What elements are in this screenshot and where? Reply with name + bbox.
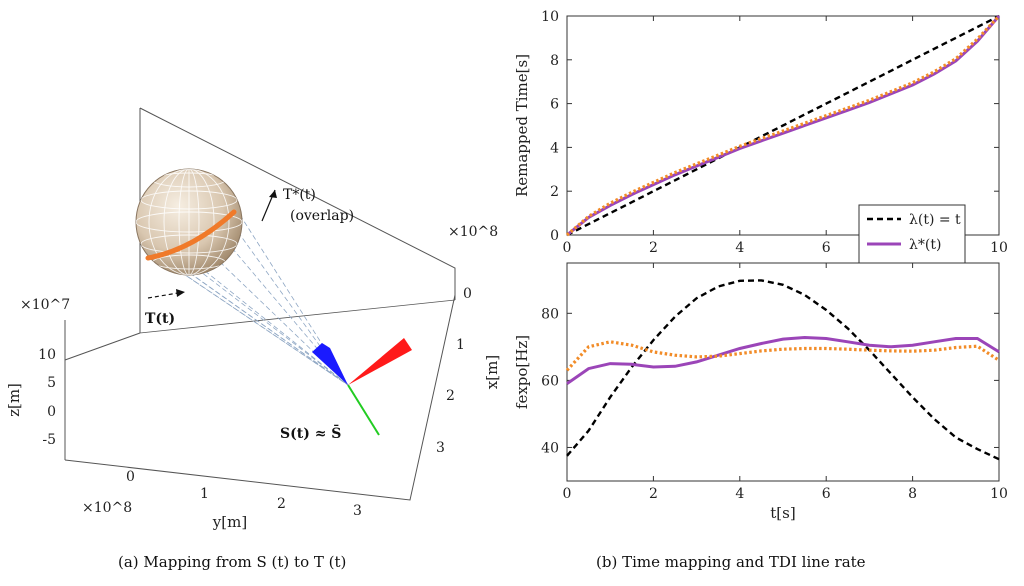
y-tick-label: 6 xyxy=(550,97,559,113)
x-tick-label: 2 xyxy=(649,486,658,502)
z-axis-label: z[m] xyxy=(5,383,23,417)
x-tick: 1 xyxy=(456,337,465,353)
x-axis-label: t[s] xyxy=(770,504,795,522)
chart-remapped-time: 02468100246810Remapped Time[s]λ(t) = tλ*… xyxy=(513,9,1008,284)
y-tick-label: 0 xyxy=(550,228,559,244)
y-axis-label: Remapped Time[s] xyxy=(513,54,531,197)
z-tick: 0 xyxy=(47,404,56,420)
y-tick: 2 xyxy=(277,496,286,512)
caption-left: (a) Mapping from S (t) to T (t) xyxy=(118,553,347,571)
x-exponent: ×10^8 xyxy=(448,224,498,240)
z-tick: -5 xyxy=(42,432,56,448)
annotation-t-star: T*(t) (overlap) xyxy=(261,187,354,224)
z-tick: 10 xyxy=(38,347,56,363)
y-tick-label: 40 xyxy=(541,440,559,456)
scene-3d: T*(t) (overlap) T(t) S(t) ≈ S̄ ×10^7 10 … xyxy=(5,107,501,531)
caption-right: (b) Time mapping and TDI line rate xyxy=(596,553,866,571)
y-tick-label: 60 xyxy=(541,373,559,389)
series-line-2 xyxy=(566,15,1001,237)
x-tick-label: 0 xyxy=(563,486,572,502)
s-label: S(t) ≈ S̄ xyxy=(280,423,341,442)
chart-line-rate: 0 2 4 6 8 10 40 60 80 fexpo[Hz] t[s] xyxy=(513,262,1008,522)
legend-label: λ*(t) xyxy=(909,237,941,253)
x-tick-label: 6 xyxy=(822,486,831,502)
x-tick-label: 0 xyxy=(563,240,572,256)
series-line-3 xyxy=(565,14,1001,237)
y-tick: 3 xyxy=(353,503,362,519)
orange-track xyxy=(145,209,237,261)
y-tick-label: 2 xyxy=(550,184,559,200)
blue-cone xyxy=(312,343,348,385)
x-tick: 2 xyxy=(446,388,455,404)
x-axis-label: x[m] xyxy=(483,355,501,389)
z-axis: ×10^7 10 5 0 -5 z[m] xyxy=(5,297,70,448)
x-tick-label: 4 xyxy=(735,486,744,502)
series-line-1 xyxy=(566,14,1000,237)
x-tick-label: 8 xyxy=(908,486,917,502)
series-line-1 xyxy=(566,279,1000,461)
x-tick-label: 10 xyxy=(990,240,1008,256)
y-tick-label: 8 xyxy=(550,53,559,69)
t-star-label: T*(t) xyxy=(283,187,316,203)
x-tick-label: 10 xyxy=(990,486,1008,502)
target-sphere xyxy=(135,168,243,276)
sensor-at-s xyxy=(312,338,412,436)
x-tick: 0 xyxy=(463,286,472,302)
x-tick-label: 6 xyxy=(822,240,831,256)
t-label: T(t) xyxy=(145,311,175,327)
y-tick: 0 xyxy=(126,469,135,485)
y-exponent: ×10^8 xyxy=(82,500,132,516)
series-line-2 xyxy=(566,335,1000,385)
annotation-t: T(t) xyxy=(145,289,185,327)
x-tick: 3 xyxy=(436,440,445,456)
z-exponent: ×10^7 xyxy=(20,297,70,313)
y-axis-3d: 0 1 2 3 ×10^8 y[m] xyxy=(82,469,362,531)
legend-label: λ(t) = t xyxy=(909,212,961,228)
y-axis-label: y[m] xyxy=(212,513,247,531)
y-axis-label: fexpo[Hz] xyxy=(513,335,531,409)
x-tick-label: 2 xyxy=(649,240,658,256)
z-tick: 5 xyxy=(47,375,56,391)
axes-box xyxy=(64,107,456,501)
plot-frame xyxy=(566,262,1000,482)
x-tick-label: 4 xyxy=(735,240,744,256)
y-tick-label: 4 xyxy=(550,140,559,156)
green-axis xyxy=(347,384,380,436)
x-axis-3d: ×10^8 0 1 2 3 x[m] xyxy=(436,224,501,456)
y-tick-label: 80 xyxy=(541,306,559,322)
overlap-label: (overlap) xyxy=(290,208,354,224)
red-cone xyxy=(348,338,412,385)
y-tick-label: 10 xyxy=(541,9,559,25)
y-tick: 1 xyxy=(200,486,209,502)
